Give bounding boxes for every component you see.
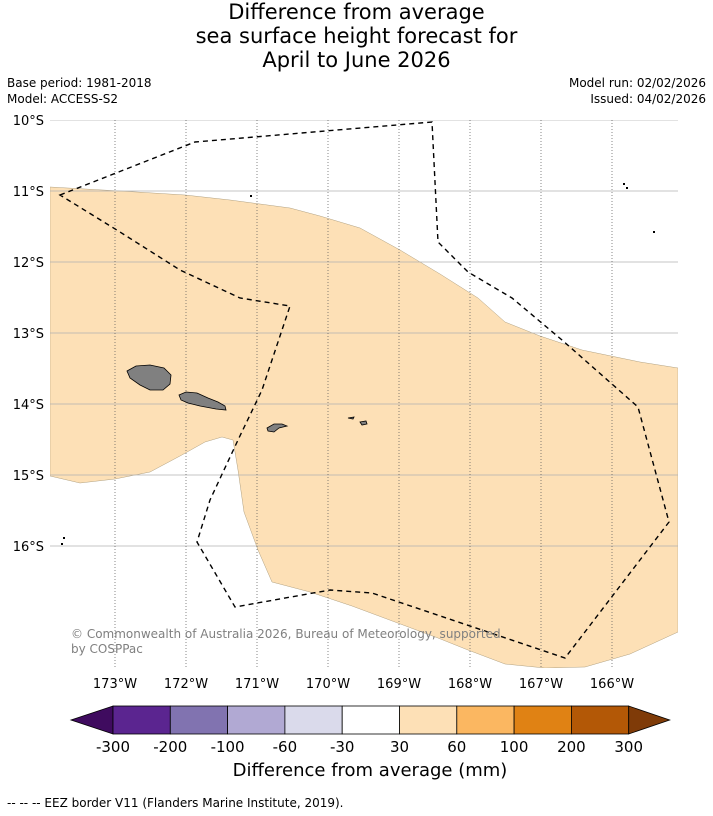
colorbar-tick-label: -100 (211, 738, 245, 756)
upolu-island (178, 391, 227, 411)
reef-dot (623, 183, 625, 185)
colorbar-swatch (341, 705, 400, 735)
eez-border (58, 121, 670, 659)
tutuila-island (266, 423, 289, 433)
colorbar-swatch (456, 705, 515, 735)
colorbar-tick-label: 30 (390, 738, 409, 756)
colorbar-tick-label: 100 (500, 738, 529, 756)
colorbar: -300 -200 -100 -60 -30 30 60 100 200 300 (69, 705, 671, 756)
reef-dot (626, 187, 628, 189)
colorbar-swatch (513, 705, 572, 735)
reef-dot (250, 195, 252, 197)
lat-label: 16°S (13, 540, 44, 555)
model-run-text: Model run: 02/02/2026 (568, 76, 706, 90)
lat-label: 11°S (13, 185, 44, 200)
lat-label: 15°S (13, 469, 44, 484)
title-line-3: April to June 2026 (262, 48, 451, 72)
copyright-line-2: by COSPPac (71, 642, 143, 656)
lon-label: 168°W (448, 677, 492, 692)
colorbar-extend-low (69, 705, 114, 735)
meta-right: Model run: 02/02/2026 Issued: 04/02/2026 (569, 75, 706, 107)
colorbar-swatch (227, 705, 286, 735)
colorbar-tick-label: 60 (447, 738, 466, 756)
chart-title: Difference from average sea surface heig… (0, 0, 713, 72)
map-grid (50, 120, 678, 668)
longitude-labels: 173°W 172°W 171°W 170°W 169°W 168°W 167°W 166°W (93, 677, 634, 692)
lon-label: 171°W (235, 677, 279, 692)
colorbar-swatch (284, 705, 343, 735)
lat-label: 14°S (13, 398, 44, 413)
ofu-island (359, 420, 368, 426)
eez-legend-footer: -- -- -- EEZ border V11 (Flanders Marine… (7, 796, 344, 810)
lon-label: 172°W (164, 677, 208, 692)
reef-dot (63, 537, 65, 539)
reef-dot (61, 543, 63, 545)
latitude-labels: 10°S 11°S 12°S 13°S 14°S 15°S 16°S (13, 114, 44, 555)
colorbar-swatch (112, 705, 171, 735)
lon-label: 173°W (93, 677, 137, 692)
colorbar-tick-label: 200 (557, 738, 586, 756)
lat-label: 13°S (13, 327, 44, 342)
colorbar-swatch (399, 705, 458, 735)
title-line-2: sea surface height forecast for (195, 24, 518, 48)
colorbar-extend-high (628, 705, 671, 735)
colorbar-title: Difference from average (mm) (232, 760, 508, 781)
reef-dot (653, 231, 655, 233)
savaii-island (126, 364, 172, 391)
reef-dots (61, 183, 655, 545)
colorbar-swatch (169, 705, 229, 735)
meta-left: Base period: 1981-2018 Model: ACCESS-S2 (7, 75, 152, 107)
copyright-line-1: © Commonwealth of Australia 2026, Bureau… (71, 627, 501, 641)
colorbar-tick-label: -30 (330, 738, 355, 756)
colorbar-swatch (571, 705, 630, 735)
colorbar-tick-label: -60 (273, 738, 298, 756)
lon-label: 170°W (306, 677, 350, 692)
issued-text: Issued: 04/02/2026 (590, 92, 706, 106)
anomaly-region-30-60 (50, 186, 678, 668)
lon-label: 169°W (377, 677, 421, 692)
model-text: Model: ACCESS-S2 (7, 92, 119, 106)
base-period-text: Base period: 1981-2018 (7, 76, 152, 90)
title-line-1: Difference from average (228, 0, 485, 24)
colorbar-tick-label: -300 (96, 738, 130, 756)
aunuu-island (347, 416, 355, 420)
map-plot-area (50, 120, 678, 668)
colorbar-tick-label: 300 (614, 738, 643, 756)
lat-label: 10°S (13, 114, 44, 129)
colorbar-tick-label: -200 (153, 738, 187, 756)
lat-label: 12°S (13, 256, 44, 271)
lon-label: 166°W (590, 677, 634, 692)
lon-label: 167°W (519, 677, 563, 692)
